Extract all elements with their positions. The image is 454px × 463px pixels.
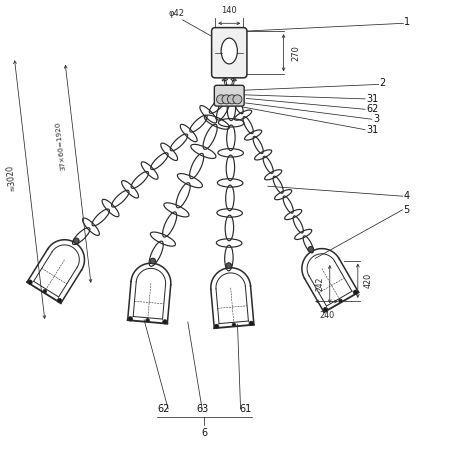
Text: 242: 242 — [316, 277, 324, 291]
Text: 1: 1 — [405, 18, 410, 27]
Text: 6: 6 — [201, 428, 207, 438]
Text: 270: 270 — [292, 45, 301, 61]
Text: 2: 2 — [380, 79, 386, 88]
Text: 62: 62 — [158, 404, 170, 414]
Circle shape — [249, 321, 253, 325]
Circle shape — [28, 280, 32, 284]
Text: 5: 5 — [404, 205, 410, 215]
Text: 63: 63 — [196, 404, 208, 414]
Text: 31: 31 — [366, 125, 379, 135]
Circle shape — [232, 323, 236, 327]
Circle shape — [217, 95, 226, 104]
Circle shape — [353, 290, 358, 294]
Ellipse shape — [221, 38, 237, 64]
Circle shape — [214, 324, 219, 329]
Circle shape — [43, 289, 47, 293]
Circle shape — [323, 307, 328, 312]
Text: ≈3020: ≈3020 — [5, 164, 17, 192]
Circle shape — [308, 246, 314, 252]
Text: 420: 420 — [363, 273, 372, 288]
Circle shape — [339, 299, 342, 303]
Circle shape — [163, 319, 167, 324]
Circle shape — [227, 95, 237, 104]
Circle shape — [222, 95, 231, 104]
Circle shape — [57, 298, 62, 303]
Circle shape — [146, 319, 149, 322]
Text: φ42: φ42 — [169, 9, 185, 18]
Text: 3: 3 — [373, 114, 380, 124]
Text: 140: 140 — [222, 6, 237, 15]
Circle shape — [226, 263, 232, 269]
Text: 240: 240 — [319, 312, 334, 320]
Text: 61: 61 — [239, 404, 251, 414]
Circle shape — [233, 95, 242, 104]
Circle shape — [128, 317, 133, 321]
Text: 4: 4 — [404, 191, 410, 201]
Text: 62: 62 — [366, 104, 379, 114]
Circle shape — [150, 258, 156, 264]
FancyBboxPatch shape — [212, 28, 247, 78]
FancyBboxPatch shape — [214, 85, 244, 106]
Circle shape — [74, 238, 79, 244]
Text: 31: 31 — [366, 94, 379, 104]
Text: 37×60=1920: 37×60=1920 — [55, 121, 67, 170]
